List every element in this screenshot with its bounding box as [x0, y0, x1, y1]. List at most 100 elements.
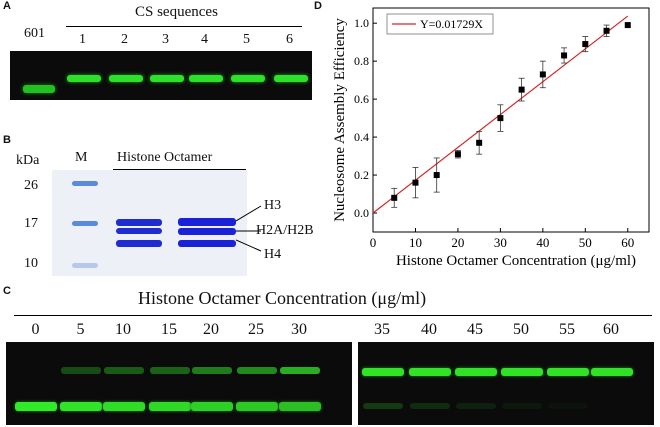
panel-a-title-rule: [66, 26, 302, 27]
panel-c-band-nucleosome: [547, 368, 589, 376]
legend-box: [386, 13, 494, 35]
panel-c-band-nucleosome: [501, 368, 543, 376]
panel-c-lane-label: 30: [291, 321, 307, 338]
panel-a-band: [274, 75, 308, 82]
panel-c-band-nucleosome: [150, 367, 190, 374]
panel-c-band-nucleosome: [591, 368, 633, 376]
panel-c-band-nucleosome: [237, 367, 277, 374]
data-point: [412, 179, 419, 186]
panel-c-band-nucleosome: [61, 367, 101, 374]
y-tick-label: 0.2: [354, 168, 369, 182]
panel-c-band-free-dna: [236, 402, 278, 411]
panel-a-lane-label: 6: [286, 32, 293, 47]
panel-c-band-free-dna: [502, 403, 542, 409]
band-label-h2a-h2b: H2A/H2B: [256, 223, 314, 238]
x-tick-label: 20: [451, 235, 464, 250]
sample2-band-h3: [178, 218, 236, 226]
panel-a-lane-label: 5: [243, 32, 250, 47]
panel-a-control-label: 601: [24, 26, 45, 41]
panel-a-lane-label: 4: [201, 32, 208, 47]
mw-marker-17: 17: [24, 216, 38, 231]
panel-c-band-free-dna: [456, 403, 496, 409]
panel-c-lane-label: 20: [203, 321, 219, 338]
panel-c-band-free-dna: [149, 402, 191, 411]
mw-marker-26: 26: [24, 178, 38, 193]
marker-band-10: [72, 263, 98, 268]
data-point: [603, 27, 610, 34]
panel-c-band-nucleosome: [409, 368, 451, 376]
data-point: [454, 151, 461, 158]
panel-c-lane-label: 40: [421, 321, 437, 338]
y-tick-label: 0.6: [354, 92, 369, 106]
panel-b-sample-rule: [113, 169, 246, 170]
legend-label: Y=0.01729X: [420, 17, 483, 31]
y-tick-label: 1.0: [354, 16, 369, 30]
panel-b-unit-label: kDa: [16, 153, 40, 168]
y-tick-label: 0.0: [354, 206, 369, 220]
panel-c-gel-left: [6, 342, 352, 425]
x-tick-label: 60: [621, 235, 634, 250]
panel-c-band-nucleosome: [280, 367, 320, 374]
data-point: [561, 52, 568, 59]
panel-c-title-rule: [14, 315, 652, 316]
data-point: [391, 194, 398, 201]
sample1-band-h2a-h2b: [116, 228, 162, 234]
sample1-band-h4: [116, 240, 162, 247]
x-tick-label: 10: [409, 235, 422, 250]
panel-b-letter: B: [3, 134, 11, 146]
y-tick-label: 0.8: [354, 54, 369, 68]
sample2-band-h4: [178, 240, 236, 247]
panel-d-letter: D: [314, 0, 322, 12]
band-label-h3: H3: [264, 198, 282, 213]
panel-c-gel-right: [358, 342, 654, 425]
panel-a-band: [67, 75, 101, 82]
panel-b-marker-label: M: [75, 150, 88, 165]
panel-a-title: CS sequences: [135, 4, 218, 20]
panel-c-lane-label: 0: [31, 321, 40, 338]
data-point: [624, 22, 631, 29]
panel-a-band: [189, 75, 223, 82]
panel-a-lane-label: 1: [79, 32, 86, 47]
panel-d-chart: 0 10 20 30 40 50 60 0.0 0.2 0.4 0.6 0.8 1.0 Histone O…: [332, 7, 650, 269]
panel-c-title: Histone Octamer Concentration (μg/ml): [138, 288, 427, 308]
data-point: [476, 139, 483, 146]
panel-a-lane-label: 3: [162, 32, 169, 47]
panel-c-band-free-dna: [548, 403, 588, 409]
panel-c-band-free-dna: [191, 402, 233, 411]
y-tick-label: 0.4: [354, 130, 369, 144]
panel-c-band-nucleosome: [455, 368, 497, 376]
data-point: [582, 41, 589, 48]
panel-c-band-free-dna: [279, 402, 321, 411]
sample1-band-h3: [116, 219, 162, 226]
panel-a-lane-label: 2: [121, 32, 128, 47]
y-axis-label: Nucleosome Assembly Efficiency: [332, 18, 348, 222]
panel-a-gel: [10, 51, 312, 100]
panel-c-band-nucleosome: [192, 367, 232, 374]
panel-a-letter: A: [3, 0, 11, 12]
x-tick-label: 50: [579, 235, 592, 250]
mw-marker-10: 10: [24, 256, 38, 271]
panel-c-lane-label: 10: [115, 321, 131, 338]
panel-c-lane-label: 60: [603, 321, 619, 338]
band-label-h4: H4: [264, 247, 282, 262]
marker-band-26: [72, 181, 98, 186]
data-point: [433, 172, 440, 179]
sample2-band-h2a-h2b: [178, 228, 236, 235]
data-point: [497, 115, 504, 122]
panel-a-band-control: [23, 85, 55, 93]
panel-b-callout-lines: [236, 205, 262, 252]
panel-c-lane-label: 45: [467, 321, 483, 338]
panel-c-band-free-dna: [363, 403, 403, 409]
data-point: [518, 86, 525, 93]
marker-band-17: [72, 221, 98, 226]
panel-c-lane-label: 5: [76, 321, 85, 338]
x-axis-label: Histone Octamer Concentration (μg/ml): [396, 253, 636, 269]
panel-c-lane-label: 25: [248, 321, 264, 338]
panel-c-lane-label: 35: [374, 321, 390, 338]
panel-a-band: [231, 75, 265, 82]
panel-a-band: [150, 75, 184, 82]
panel-c-lane-label: 15: [161, 321, 177, 338]
x-tick-label: 30: [494, 235, 507, 250]
panel-c-band-nucleosome: [104, 367, 144, 374]
panel-c-band-free-dna: [60, 402, 102, 411]
